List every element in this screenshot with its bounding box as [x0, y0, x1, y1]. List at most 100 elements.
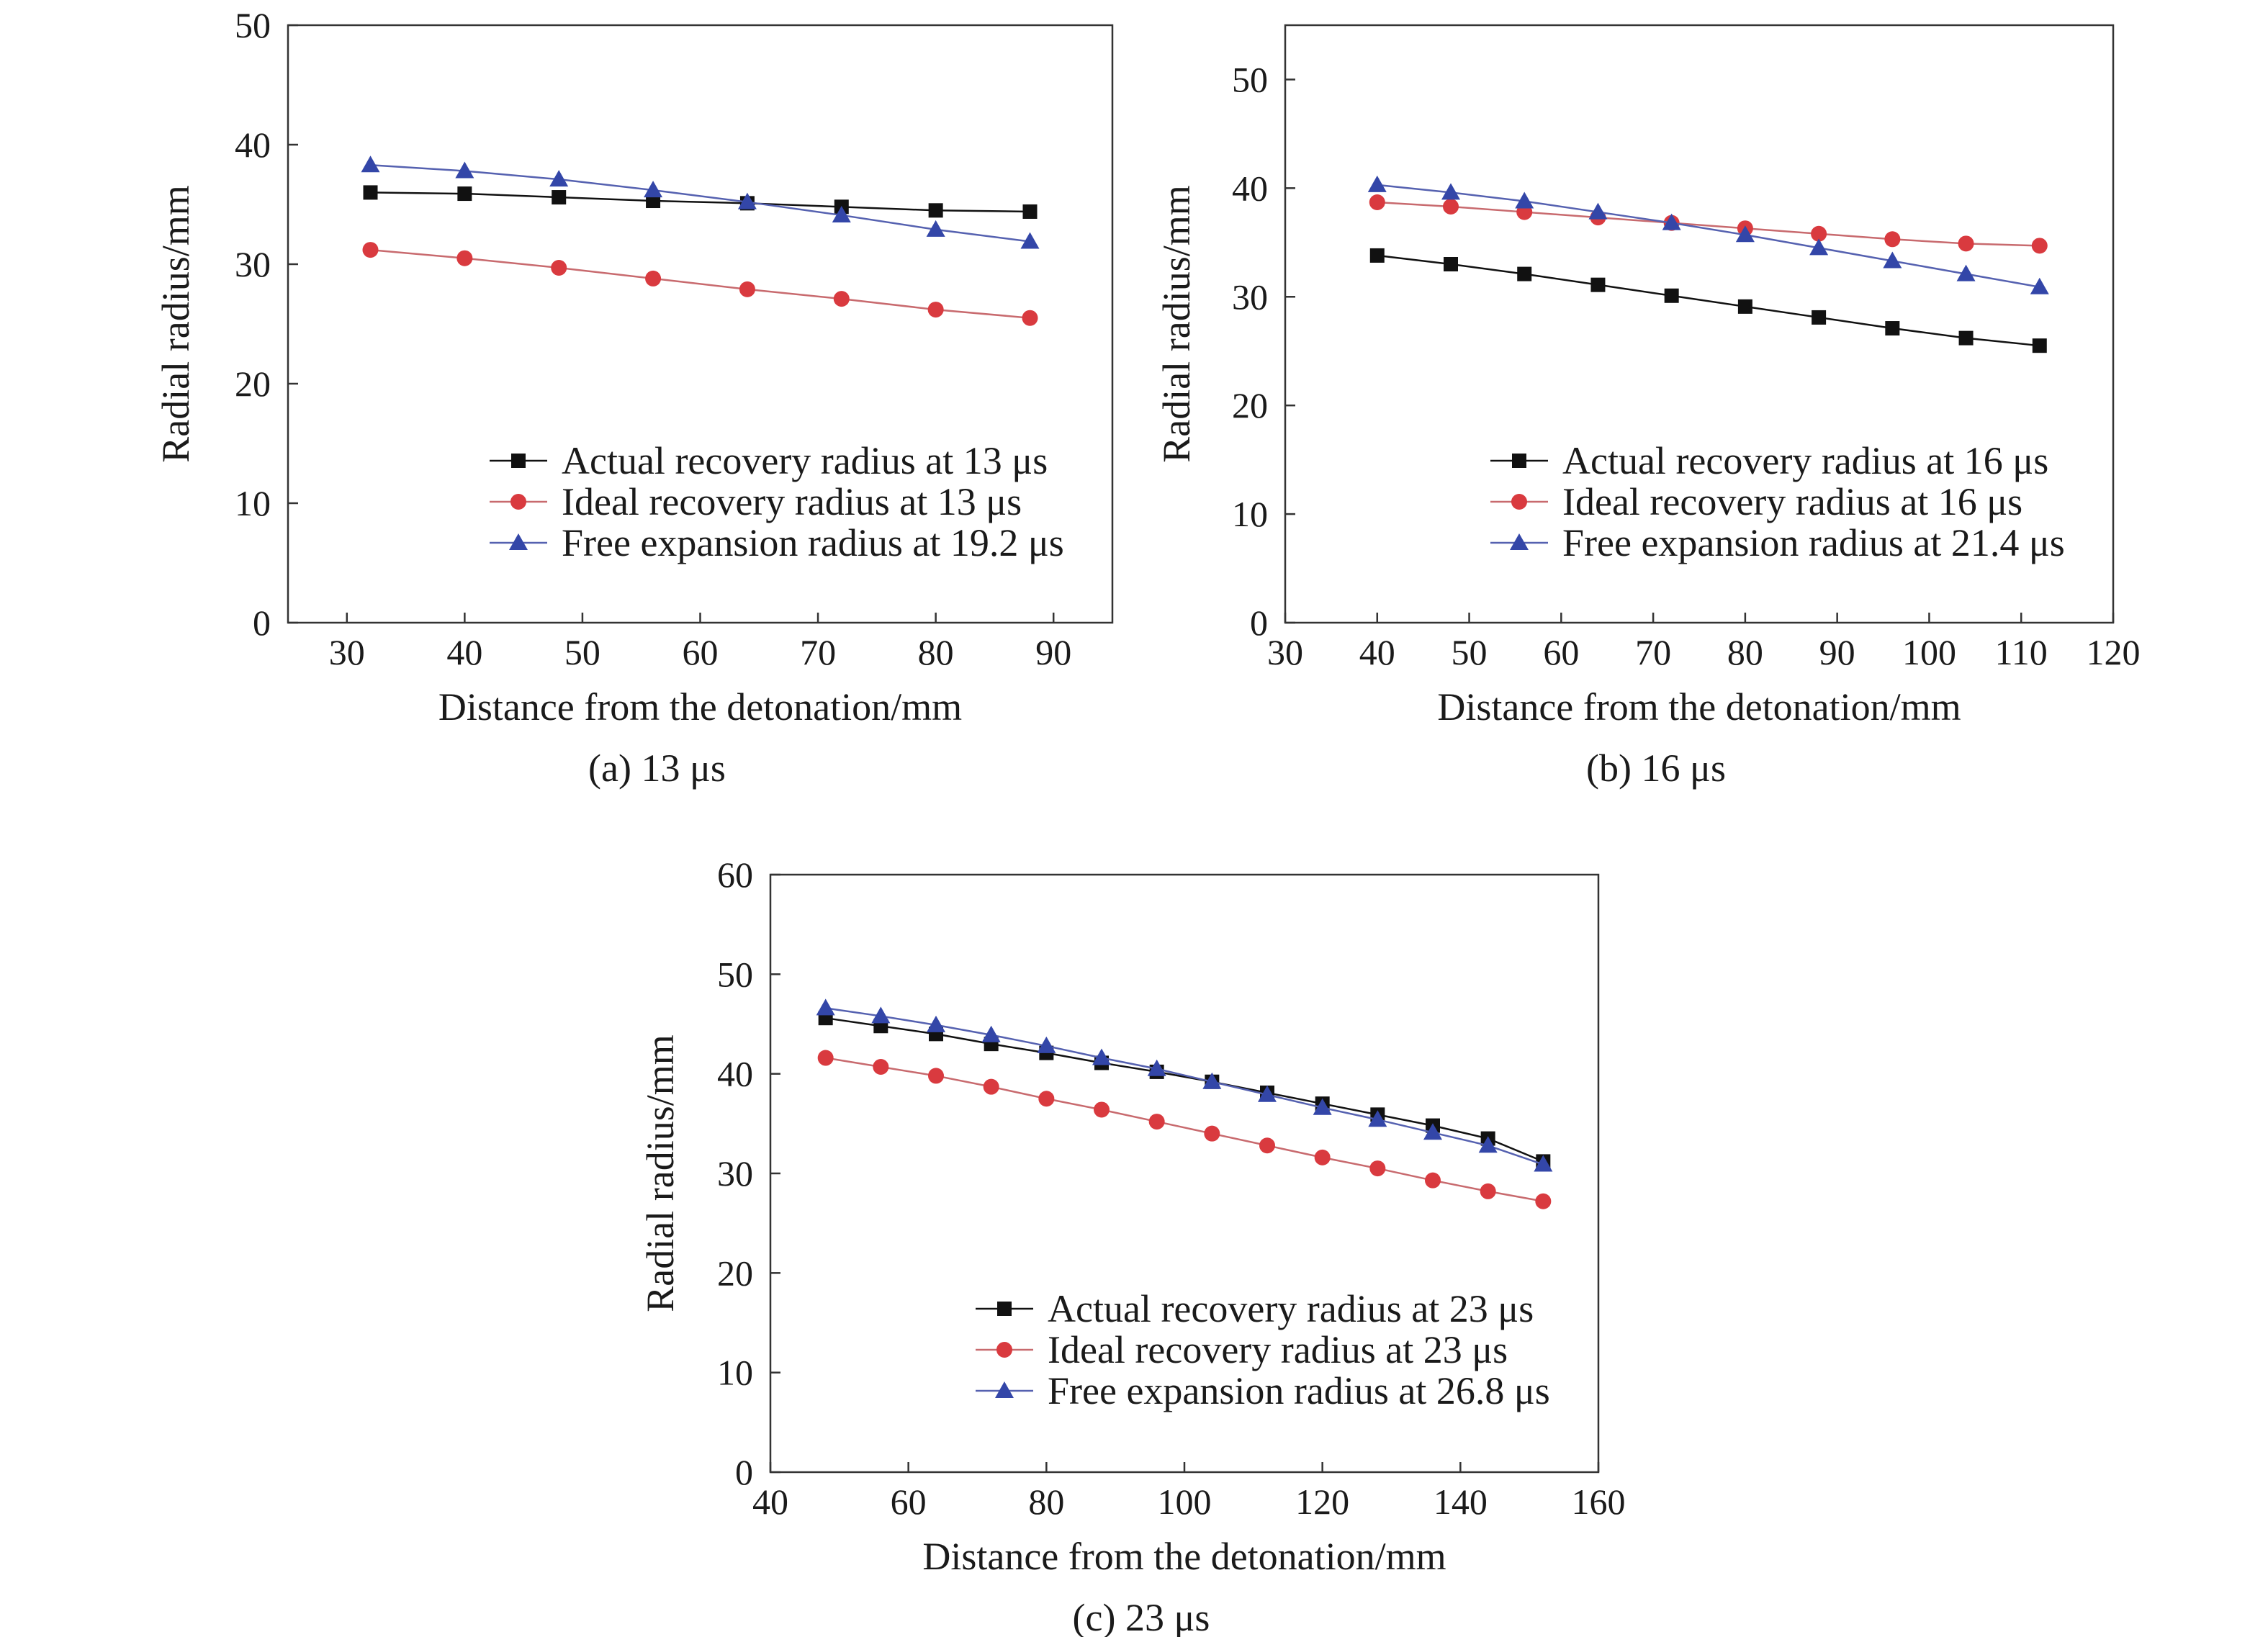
data-point	[928, 1068, 944, 1084]
x-tick-label: 70	[800, 632, 836, 672]
series-actual	[1369, 248, 2047, 353]
y-tick-label: 50	[1232, 59, 1268, 99]
x-tick-label: 160	[1572, 1482, 1626, 1522]
data-point	[1369, 1160, 1386, 1177]
data-point	[363, 185, 378, 200]
x-tick-label: 100	[1158, 1482, 1212, 1522]
series-free	[361, 155, 1040, 249]
legend-label: Free expansion radius at 21.4 μs	[1562, 521, 2065, 564]
data-point	[551, 259, 567, 276]
legend-entry: Ideal recovery radius at 13 μs	[490, 480, 1022, 523]
data-point	[457, 186, 472, 202]
legend-label: Ideal recovery radius at 16 μs	[1562, 480, 2022, 523]
data-point	[1885, 321, 1900, 336]
legend-entry: Ideal recovery radius at 16 μs	[1490, 480, 2022, 523]
y-tick-label: 40	[1232, 168, 1268, 208]
data-point	[1368, 1110, 1387, 1127]
data-point	[1258, 1085, 1277, 1102]
y-tick-label: 20	[1232, 385, 1268, 425]
series-ideal	[1369, 194, 2048, 254]
data-point	[1884, 231, 1901, 248]
series-line	[825, 1016, 1544, 1163]
y-tick-label: 10	[235, 483, 271, 523]
data-point	[927, 302, 944, 318]
x-tick-label: 80	[918, 632, 954, 672]
data-point	[1809, 238, 1829, 256]
series-line	[1377, 254, 2040, 347]
data-point	[1811, 225, 1827, 242]
data-point	[1314, 1149, 1331, 1165]
series-actual	[363, 185, 1038, 219]
legend-marker	[996, 1342, 1012, 1358]
chart-caption: (c) 23 μs	[1073, 1596, 1210, 1637]
y-tick-label: 0	[735, 1452, 753, 1492]
series-ideal	[362, 242, 1038, 326]
x-axis-title: Distance from the detonation/mm	[1437, 685, 1961, 729]
x-tick-label: 120	[1295, 1482, 1349, 1522]
y-tick-label: 0	[1250, 603, 1268, 643]
data-point	[817, 1050, 834, 1066]
x-axis-title: Distance from the detonation/mm	[438, 685, 962, 729]
series-line	[370, 191, 1030, 213]
x-tick-label: 40	[446, 632, 482, 672]
x-tick-label: 60	[1543, 632, 1579, 672]
data-point	[1022, 310, 1038, 326]
y-tick-label: 50	[717, 954, 753, 994]
x-tick-label: 110	[1995, 632, 2048, 672]
data-point	[456, 250, 473, 266]
data-point	[1092, 1048, 1111, 1065]
y-axis-title: Radial radius/mm	[1155, 185, 1198, 462]
x-tick-label: 80	[1028, 1482, 1064, 1522]
x-tick-label: 60	[683, 632, 719, 672]
data-point	[832, 205, 851, 222]
series-free	[816, 998, 1553, 1172]
y-tick-label: 30	[717, 1153, 753, 1194]
data-point	[1038, 1091, 1055, 1107]
data-point	[873, 1058, 889, 1075]
legend-label: Ideal recovery radius at 13 μs	[562, 480, 1022, 523]
x-tick-label: 50	[564, 632, 600, 672]
data-point	[1588, 202, 1608, 220]
data-point	[981, 1025, 1001, 1042]
data-point	[1204, 1125, 1220, 1142]
data-point	[645, 270, 662, 287]
series-line	[370, 248, 1030, 319]
data-point	[1958, 330, 1974, 346]
legend-marker	[995, 1381, 1014, 1398]
series-line	[825, 1007, 1544, 1165]
data-point	[1735, 225, 1755, 243]
x-tick-label: 140	[1434, 1482, 1488, 1522]
data-point	[1202, 1072, 1222, 1089]
y-axis-title: Radial radius/mm	[154, 185, 197, 462]
x-axis-title: Distance from the detonation/mm	[922, 1535, 1446, 1578]
legend-label: Actual recovery radius at 23 μs	[1048, 1287, 1534, 1330]
data-point	[1369, 248, 1385, 263]
y-tick-label: 30	[1232, 276, 1268, 317]
series-ideal	[817, 1050, 1552, 1209]
legend-marker	[1511, 494, 1527, 510]
data-point	[928, 203, 943, 218]
x-tick-label: 100	[1902, 632, 1956, 672]
data-point	[1369, 194, 1385, 210]
legend-label: Free expansion radius at 26.8 μs	[1048, 1369, 1550, 1412]
chart-panel-2: 40 60 80 100 120 140 160 0 10 20 30 40 50 60 Distance …	[639, 854, 1626, 1637]
series-free	[1367, 175, 2049, 294]
legend-entry: Actual recovery radius at 16 μs	[1490, 439, 2048, 482]
data-point	[1020, 232, 1040, 249]
x-tick-label: 90	[1819, 632, 1855, 672]
y-tick-label: 0	[253, 603, 271, 643]
data-point	[1590, 277, 1606, 292]
y-tick-label: 20	[235, 364, 271, 404]
data-point	[2030, 277, 2049, 294]
x-tick-label: 30	[329, 632, 365, 672]
data-point	[927, 1015, 945, 1032]
plot-frame	[1284, 24, 2115, 624]
y-tick-label: 50	[235, 5, 271, 45]
series-line	[1377, 184, 2040, 288]
data-point	[1478, 1136, 1498, 1153]
legend-entry: Actual recovery radius at 23 μs	[976, 1287, 1534, 1330]
data-point	[1958, 235, 1974, 252]
legend-marker	[1510, 533, 1529, 550]
data-point	[1956, 264, 1976, 281]
legend-marker	[511, 454, 526, 468]
